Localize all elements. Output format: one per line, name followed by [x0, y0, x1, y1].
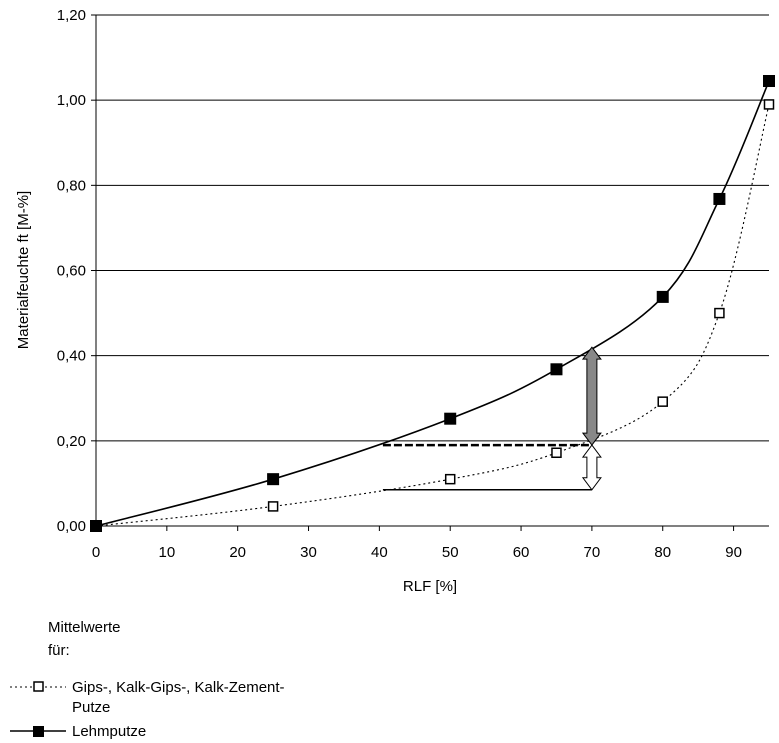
y-tick-label: 0,60 — [57, 263, 86, 280]
legend-marker-lehm — [33, 726, 44, 737]
legend-title-line1: Mittelwerte — [48, 619, 121, 636]
x-tick-label: 40 — [371, 544, 388, 561]
series-curves — [96, 80, 769, 526]
y-tick-label: 0,40 — [57, 348, 86, 365]
data-point-lehm — [90, 520, 102, 532]
y-tick-label: 0,80 — [57, 177, 86, 194]
axes — [91, 14, 769, 531]
data-point-lehm — [763, 75, 775, 88]
gridlines — [96, 14, 769, 442]
x-tick-label: 70 — [584, 544, 601, 561]
x-axis-label: RLF [%] — [403, 578, 457, 595]
y-tick-label: 1,00 — [57, 92, 86, 109]
y-tick-labels: 0,00 0,20 0,40 0,60 0,80 1,00 1,20 — [57, 7, 86, 535]
x-tick-labels: 0 10 20 30 40 50 60 70 80 90 — [92, 544, 742, 561]
series-line-1 — [96, 104, 769, 526]
data-point-gips — [444, 473, 456, 485]
difference-arrow — [581, 346, 602, 446]
legend-label-gips-line1: Gips-, Kalk-Gips-, Kalk-Zement- — [72, 679, 285, 696]
x-tick-label: 30 — [300, 544, 317, 561]
data-point-gips — [551, 447, 562, 459]
y-tick-label: 0,00 — [57, 518, 86, 535]
data-point-lehm — [656, 290, 669, 303]
y-axis-label: Materialfeuchte ft [M-%] — [15, 191, 32, 349]
x-tick-label: 90 — [725, 544, 742, 561]
x-tick-label: 10 — [158, 544, 175, 561]
data-point-gips — [763, 99, 775, 110]
series-line-2 — [96, 80, 769, 526]
y-tick-label: 1,20 — [57, 7, 86, 24]
data-point-gips — [657, 396, 668, 407]
x-tick-label: 50 — [442, 544, 459, 561]
legend-label-lehm: Lehmputze — [72, 723, 146, 740]
data-point-lehm — [444, 412, 457, 425]
legend-label-gips-line2: Putze — [72, 699, 110, 716]
x-tick-label: 20 — [229, 544, 246, 561]
series-markers — [90, 75, 775, 532]
data-point-lehm — [267, 473, 280, 486]
difference-arrow — [581, 444, 602, 491]
legend: Mittelwerte für: Gips-, Kalk-Gips-, Kalk… — [10, 619, 285, 740]
x-tick-label: 0 — [92, 544, 100, 561]
data-point-gips — [267, 501, 279, 512]
data-point-lehm — [550, 363, 563, 376]
data-point-lehm — [713, 192, 726, 205]
legend-title-line2: für: — [48, 642, 70, 659]
data-point-gips — [714, 307, 725, 319]
x-tick-label: 60 — [513, 544, 530, 561]
x-tick-label: 80 — [654, 544, 671, 561]
annotations — [382, 346, 602, 491]
y-tick-label: 0,20 — [57, 433, 86, 450]
legend-marker-gips — [33, 681, 44, 692]
